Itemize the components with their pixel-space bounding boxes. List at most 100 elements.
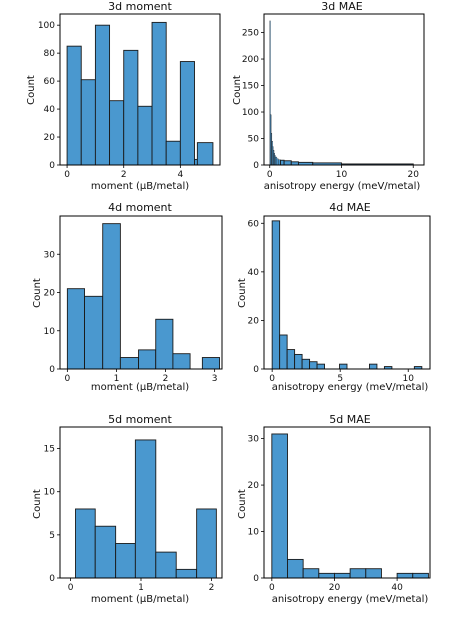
- histogram-bar: [66, 288, 85, 370]
- panel-5d-moment: 5d moment Count moment (μB/metal) 0 1 2 0 5 1…: [32, 413, 223, 605]
- y-axis-label: Count: [232, 75, 243, 105]
- panel-3d-moment: 3d moment Count moment (μB/metal) 0 2 4020…: [26, 0, 221, 192]
- y-tick-label: 20: [44, 133, 56, 143]
- histogram-bar: [138, 349, 157, 370]
- y-tick-label: 0: [253, 365, 259, 375]
- histogram-bar: [165, 140, 181, 166]
- panel-4d-mae: 4d MAE Count anisotropy energy (meV/meta…: [237, 201, 431, 393]
- panel-title: 3d moment: [108, 0, 172, 13]
- y-tick-label: 250: [242, 29, 259, 39]
- y-axis-label: Count: [32, 278, 43, 308]
- x-axis-label: moment (μB/metal): [91, 594, 189, 605]
- histogram-bar: [286, 349, 296, 370]
- y-tick-label: 10: [44, 488, 56, 498]
- y-tick-label: 60: [44, 77, 56, 87]
- histogram-bar: [155, 318, 174, 370]
- histogram-bar: [109, 100, 125, 166]
- histogram-bar: [302, 568, 320, 579]
- histogram-bar: [283, 160, 292, 166]
- x-axis-label: anisotropy energy (meV/metal): [272, 594, 429, 605]
- panel-title: 4d MAE: [329, 201, 370, 214]
- x-tick-label: 10: [403, 374, 415, 384]
- x-tick-label: 0: [68, 583, 74, 593]
- panel-4d-moment: 4d moment Count moment (μB/metal) 0 1 2 301…: [32, 201, 223, 393]
- x-tick-label: 0: [64, 170, 70, 180]
- histogram-bar: [94, 525, 117, 579]
- plot-frame: [59, 13, 221, 166]
- histogram-bar: [369, 363, 378, 370]
- histogram-bar: [151, 21, 167, 166]
- y-tick-label: 15: [44, 445, 55, 455]
- histogram-bar: [196, 508, 217, 579]
- y-tick-label: 0: [49, 574, 55, 584]
- histogram-bar: [396, 572, 414, 579]
- y-tick-label: 30: [248, 435, 260, 445]
- histogram-bar: [294, 353, 303, 370]
- x-tick-label: 0: [269, 374, 275, 384]
- histogram-bar: [137, 105, 153, 166]
- histogram-bar: [316, 363, 326, 370]
- x-tick-label: 0: [267, 170, 273, 180]
- histogram-bar: [179, 61, 195, 166]
- y-tick-label: 20: [248, 481, 260, 491]
- y-tick-label: 30: [44, 250, 56, 260]
- histogram-bar: [75, 508, 96, 579]
- panel-5d-mae: 5d MAE Count anisotropy energy (meV/meta…: [237, 413, 431, 605]
- histogram-bar: [279, 334, 288, 370]
- y-tick-label: 150: [242, 82, 259, 92]
- plot-frame: [263, 215, 431, 370]
- y-tick-label: 200: [242, 55, 259, 65]
- y-tick-label: 0: [49, 365, 55, 375]
- histogram-bar: [339, 363, 348, 370]
- histogram-bar: [365, 568, 382, 579]
- plot-area: 0 5 10 0 20 40 60: [248, 215, 431, 384]
- x-tick-label: 1: [114, 374, 120, 384]
- y-tick-label: 0: [253, 574, 259, 584]
- histogram-bar: [271, 220, 281, 370]
- panel-title: 3d MAE: [321, 0, 362, 13]
- histogram-bar: [287, 558, 304, 579]
- y-tick-label: 20: [248, 316, 260, 326]
- x-axis-label: anisotropy energy (meV/metal): [264, 181, 421, 192]
- x-axis-label: moment (μB/metal): [91, 382, 189, 393]
- x-axis-label: moment (μB/metal): [91, 181, 189, 192]
- histogram-bar: [280, 159, 285, 166]
- plot-area: 0 1 2 0 5 10 15: [44, 426, 223, 593]
- y-tick-label: 10: [248, 528, 260, 538]
- x-axis-label: anisotropy energy (meV/metal): [272, 382, 429, 393]
- histogram-bar: [123, 49, 139, 166]
- x-tick-label: 0: [269, 583, 275, 593]
- histogram-bar: [172, 353, 191, 370]
- y-tick-label: 80: [44, 49, 56, 59]
- histogram-bar: [412, 572, 429, 579]
- y-tick-label: 100: [38, 21, 55, 31]
- x-tick-label: 20: [408, 170, 420, 180]
- panel-3d-mae: 3d MAE Count anisotropy energy (meV/meta…: [232, 0, 425, 192]
- plot-frame: [263, 13, 425, 166]
- y-tick-label: 50: [248, 135, 260, 145]
- y-axis-label: Count: [32, 489, 43, 519]
- y-tick-label: 0: [49, 161, 55, 171]
- panel-title: 5d MAE: [329, 413, 370, 426]
- histogram-bar: [201, 357, 220, 370]
- y-tick-label: 0: [253, 161, 259, 171]
- x-tick-label: 2: [163, 374, 169, 384]
- plot-area: 0 20 40 0 10 20 30: [248, 426, 431, 593]
- x-tick-label: 3: [212, 374, 218, 384]
- y-axis-label: Count: [237, 278, 248, 308]
- histogram-bar: [301, 358, 311, 370]
- histogram-bar: [115, 543, 136, 579]
- x-tick-label: 20: [329, 583, 341, 593]
- histogram-bar: [309, 361, 318, 370]
- histogram-bar: [80, 79, 96, 166]
- histogram-bar: [349, 568, 367, 579]
- histogram-bar: [334, 572, 351, 579]
- panel-title: 5d moment: [108, 413, 172, 426]
- x-tick-label: 2: [209, 583, 215, 593]
- panel-title: 4d moment: [108, 201, 172, 214]
- y-tick-label: 40: [44, 105, 56, 115]
- histogram-bar: [175, 568, 198, 579]
